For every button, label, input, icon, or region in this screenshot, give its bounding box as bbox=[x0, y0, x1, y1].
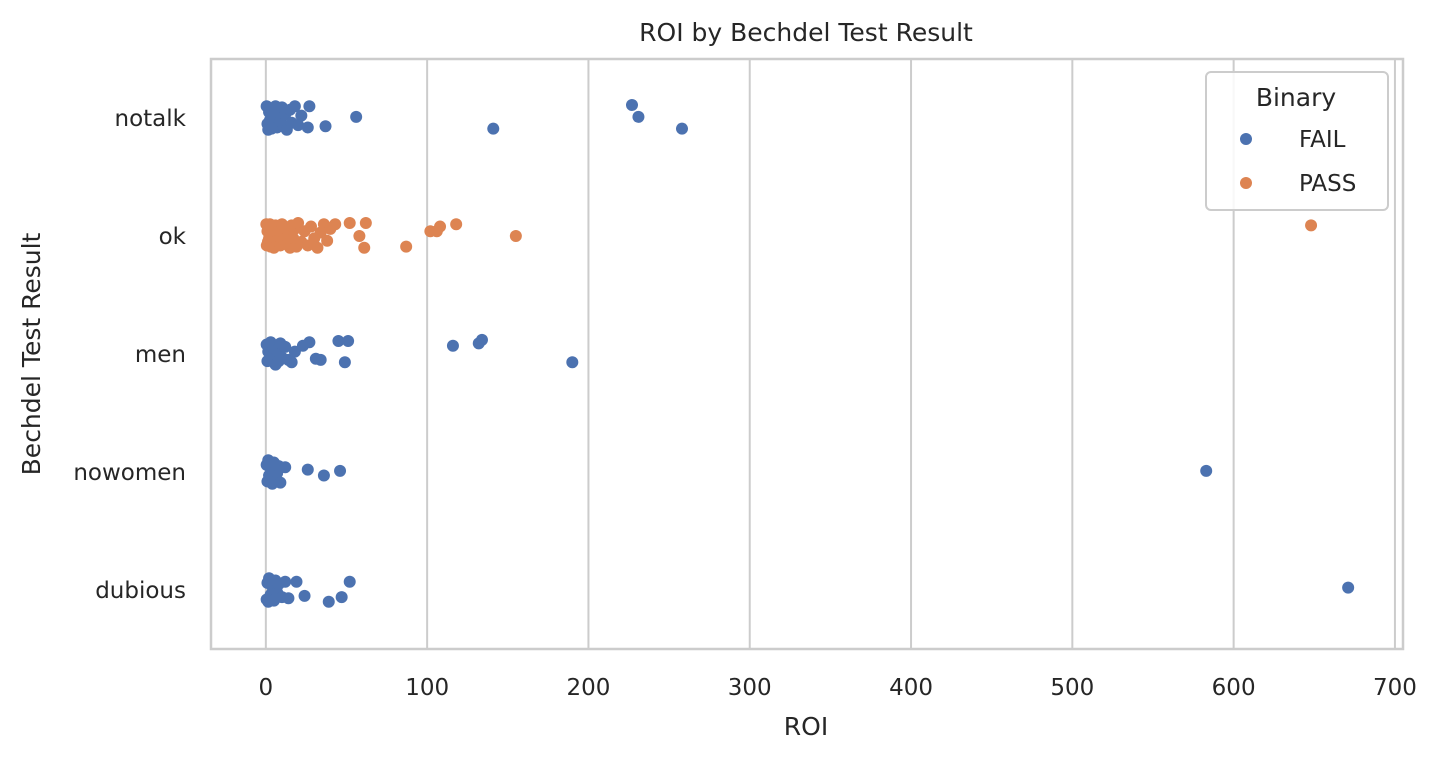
point-fail-dubious bbox=[322, 595, 335, 608]
point-fail-notalk bbox=[288, 100, 301, 113]
legend-marker-fail bbox=[1240, 133, 1252, 145]
point-fail-dubious bbox=[279, 575, 292, 588]
point-fail-dubious bbox=[290, 575, 303, 588]
legend: Binary FAIL PASS bbox=[1205, 71, 1389, 211]
point-fail-nowomen bbox=[279, 461, 292, 474]
point-fail-dubious bbox=[298, 589, 311, 602]
x-tick-label: 600 bbox=[1212, 675, 1256, 701]
point-fail-men bbox=[342, 335, 355, 348]
x-tick-label: 100 bbox=[405, 675, 449, 701]
point-pass-ok bbox=[305, 220, 318, 233]
point-fail-dubious bbox=[282, 592, 295, 605]
point-pass-ok bbox=[343, 217, 356, 230]
y-tick-label-notalk: notalk bbox=[115, 106, 187, 132]
point-fail-nowomen bbox=[317, 469, 330, 482]
point-fail-men bbox=[338, 356, 351, 369]
x-tick-label: 400 bbox=[889, 675, 933, 701]
point-fail-men bbox=[446, 339, 459, 352]
y-tick-label-men: men bbox=[135, 342, 186, 368]
point-fail-men bbox=[279, 340, 292, 353]
x-tick-label: 300 bbox=[728, 675, 772, 701]
legend-label-fail: FAIL bbox=[1299, 127, 1346, 153]
point-pass-ok bbox=[509, 230, 522, 242]
point-fail-men bbox=[566, 356, 579, 369]
point-fail-nowomen bbox=[334, 464, 347, 477]
point-pass-ok bbox=[353, 230, 366, 242]
point-pass-ok bbox=[321, 234, 334, 247]
point-fail-dubious bbox=[335, 591, 348, 604]
point-fail-notalk bbox=[303, 100, 316, 113]
point-fail-notalk bbox=[292, 119, 305, 132]
legend-title: Binary bbox=[1256, 83, 1337, 112]
x-tick-labels: 0 100 200 300 400 500 600 700 bbox=[259, 675, 1417, 701]
y-tick-label-dubious: dubious bbox=[95, 578, 186, 604]
x-tick-label: 700 bbox=[1373, 675, 1417, 701]
point-pass-ok bbox=[1305, 219, 1318, 232]
point-pass-ok bbox=[434, 220, 447, 233]
point-pass-ok bbox=[400, 240, 413, 253]
point-fail-men bbox=[303, 336, 316, 349]
point-fail-men bbox=[475, 333, 488, 346]
point-pass-ok bbox=[292, 217, 305, 230]
x-tick-label: 200 bbox=[566, 675, 610, 701]
point-fail-notalk bbox=[487, 122, 500, 135]
y-tick-label-ok: ok bbox=[159, 224, 187, 250]
point-fail-notalk bbox=[675, 122, 688, 135]
point-fail-men bbox=[332, 335, 345, 348]
point-fail-men bbox=[314, 353, 327, 366]
y-tick-labels: notalk ok men nowomen dubious bbox=[73, 106, 186, 604]
point-fail-men bbox=[285, 356, 298, 369]
point-fail-notalk bbox=[632, 110, 645, 123]
y-axis-label: Bechdel Test Result bbox=[17, 232, 46, 475]
point-fail-nowomen bbox=[301, 463, 314, 476]
plot-frame bbox=[209, 57, 1405, 651]
x-tick-label: 500 bbox=[1050, 675, 1094, 701]
point-fail-nowomen bbox=[1200, 464, 1213, 477]
point-fail-notalk bbox=[350, 110, 363, 123]
point-fail-dubious bbox=[1342, 581, 1355, 594]
point-pass-ok bbox=[450, 218, 463, 231]
legend-label-pass: PASS bbox=[1299, 171, 1356, 197]
legend-entries: FAIL PASS bbox=[1240, 127, 1356, 197]
point-fail-nowomen bbox=[274, 476, 287, 489]
point-pass-ok bbox=[329, 218, 342, 231]
legend-box bbox=[1205, 71, 1389, 211]
point-fail-notalk bbox=[295, 109, 308, 122]
x-tick-label: 0 bbox=[259, 675, 274, 701]
point-pass-ok bbox=[358, 241, 371, 254]
chart-title: ROI by Bechdel Test Result bbox=[639, 18, 973, 47]
point-fail-notalk bbox=[319, 120, 332, 133]
point-pass-ok bbox=[311, 241, 324, 254]
point-fail-notalk bbox=[625, 99, 638, 112]
legend-marker-pass bbox=[1240, 177, 1252, 189]
point-fail-notalk bbox=[301, 121, 314, 134]
x-axis-label: ROI bbox=[784, 712, 828, 741]
point-fail-dubious bbox=[343, 575, 356, 588]
y-tick-label-nowomen: nowomen bbox=[73, 460, 186, 486]
point-pass-ok bbox=[359, 217, 372, 230]
data-points bbox=[260, 99, 1355, 608]
